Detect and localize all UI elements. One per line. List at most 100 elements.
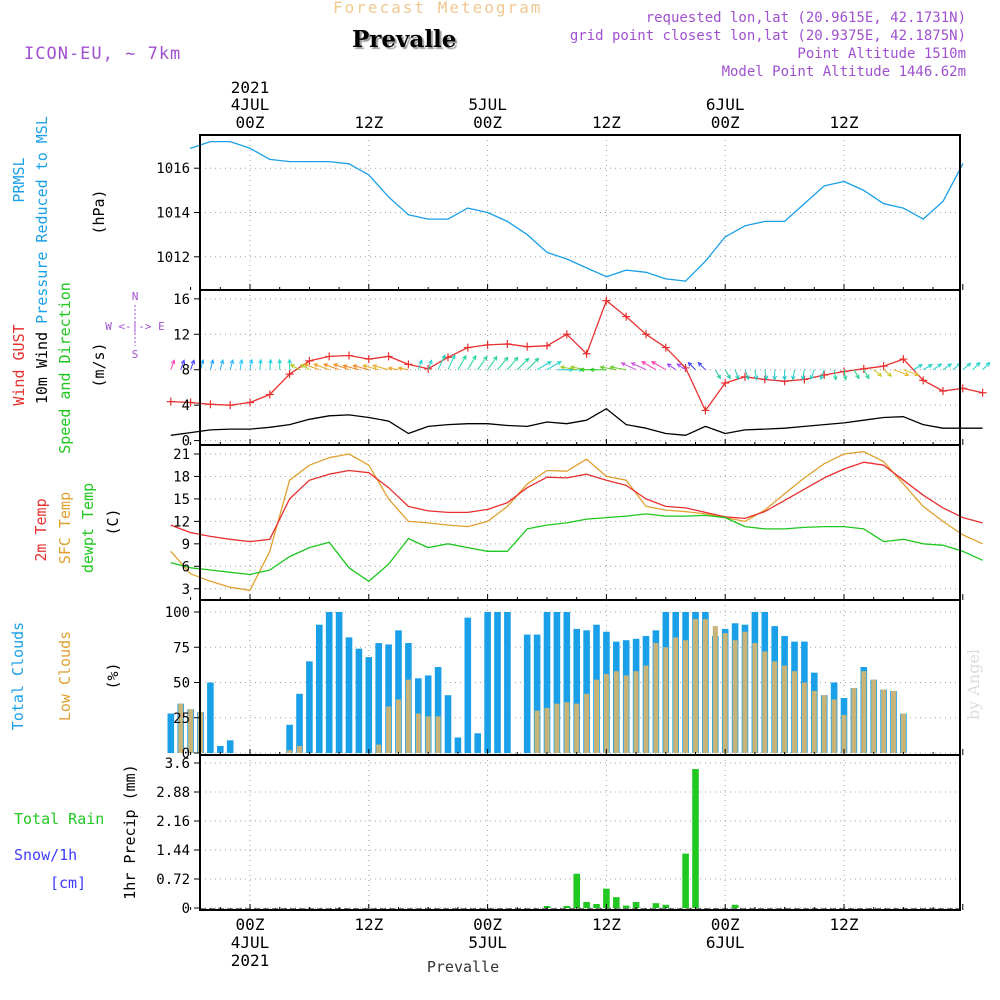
wind-arrow-head <box>697 361 703 367</box>
total-cloud-bar <box>316 624 323 753</box>
wind-arrow-head <box>745 375 750 381</box>
wind-arrow-shaft <box>333 363 350 371</box>
wind-arrow-shaft <box>546 361 562 371</box>
rain-bar <box>573 873 580 908</box>
total-cloud-bar <box>504 612 511 753</box>
total-cloud-bar <box>474 733 481 753</box>
wind-arrow-head <box>791 375 796 381</box>
wind-arrow-shaft <box>714 369 721 379</box>
wind-arrow-head <box>753 375 759 381</box>
low-cloud-bar <box>554 703 560 753</box>
gust-line <box>170 299 983 412</box>
wind-arrow-shaft <box>764 369 768 380</box>
sfc-temp-title: SFC Temp <box>56 492 74 564</box>
gust-marker <box>246 398 254 407</box>
low-cloud-bar <box>376 744 382 753</box>
wind-arrow-shaft <box>893 369 909 376</box>
pressure-point <box>487 211 489 214</box>
y-tick-label: 21 <box>173 447 190 463</box>
gust-marker <box>879 362 888 371</box>
rain-bar <box>583 901 590 908</box>
wind-arrow-head <box>428 359 433 365</box>
wind-arrow-head <box>966 362 972 368</box>
station-title: Prevalle <box>352 26 457 53</box>
bottom-time-label: 00Z <box>711 915 740 934</box>
wind-arrow-head <box>917 364 923 369</box>
wind-arrow-shaft <box>810 369 815 380</box>
wind-arrow-head <box>372 364 378 369</box>
gust-marker <box>404 360 413 369</box>
wind-arrow-head <box>248 358 254 364</box>
precip-unit: 1hr Precip (mm) <box>121 764 139 899</box>
gust-marker <box>345 351 353 360</box>
gust-marker <box>661 343 670 352</box>
pressure-point <box>784 220 786 222</box>
low-cloud-bar <box>772 661 778 753</box>
wind-arrow-shaft <box>962 362 971 371</box>
wind-arrow-head <box>579 367 585 372</box>
wind-arrow-shaft <box>820 369 825 380</box>
total-cloud-bar <box>494 612 501 753</box>
model-label: ICON-EU, ~ 7km <box>24 44 182 64</box>
wind-arrow-shaft <box>982 362 991 371</box>
low-cloud-bar <box>623 675 629 753</box>
bottom-time-label: 00Z <box>473 915 502 934</box>
low-cloud-bar <box>871 679 877 753</box>
low-cloud-bar <box>732 640 738 753</box>
wind-arrow-shaft <box>641 361 657 371</box>
y-tick-label: 100 <box>165 605 190 621</box>
y-tick-label: 1.44 <box>156 843 190 859</box>
y-tick-label: 15 <box>173 492 190 508</box>
pressure-point <box>902 207 905 209</box>
wind-arrow-head <box>809 375 815 381</box>
pressure-point <box>665 278 667 280</box>
wind-arrow-shaft <box>487 356 498 371</box>
total-cloud-bar <box>444 695 452 753</box>
total-cloud-bar <box>296 693 303 753</box>
gust-marker <box>859 364 868 373</box>
grid-point-location: grid point closest lon,lat (20.9375E, 42… <box>569 28 966 44</box>
y-tick-label: 1012 <box>156 250 190 266</box>
wind-arrow-head <box>801 375 806 381</box>
total-cloud-bar <box>217 745 224 753</box>
wind-arrow-head <box>451 354 456 360</box>
pressure-point <box>546 251 548 253</box>
low-cloud-bar <box>881 689 887 753</box>
bottom-time-label: 2021 <box>231 951 270 970</box>
wind-arrow-head <box>299 364 305 369</box>
low-cloud-bar <box>861 671 867 753</box>
rain-bar <box>603 888 610 908</box>
wind-arrow-head <box>887 372 893 377</box>
wind-arrow-head <box>180 359 186 365</box>
low-cloud-bar <box>712 626 718 753</box>
total-cloud-bar <box>345 637 353 753</box>
gust-marker <box>622 312 631 321</box>
pressure-point <box>645 271 647 273</box>
pressure-point <box>625 269 627 271</box>
wind-arrow-head <box>589 367 595 372</box>
total-cloud-bar <box>543 612 551 753</box>
wind-arrow-head <box>904 371 910 377</box>
wind-dir-title: Speed and Direction <box>56 282 74 454</box>
low-cloud-bar <box>405 679 411 753</box>
pressure-title: PRMSL <box>10 157 28 202</box>
y-tick-label: 50 <box>173 676 190 692</box>
wind-arrow-shaft <box>922 364 933 371</box>
total-clouds-title: Total Clouds <box>9 622 27 730</box>
total-cloud-bar <box>325 612 333 753</box>
low-cloud-bar <box>900 713 906 753</box>
low-cloud-bar <box>435 716 441 753</box>
pressure-point <box>388 196 390 198</box>
top-year-label: 2021 <box>231 78 270 97</box>
y-tick-label: 4 <box>182 398 190 414</box>
gust-marker <box>978 388 987 397</box>
gust-marker <box>364 355 373 364</box>
pressure-point <box>229 141 231 143</box>
clouds-unit: (%) <box>104 662 122 689</box>
wind-arrow-shaft <box>651 361 667 371</box>
wind-arrow-head <box>289 364 295 369</box>
wind-arrow-head <box>842 375 848 381</box>
total-cloud-bar <box>583 630 590 753</box>
wind-arrow-head <box>524 357 530 363</box>
y-tick-label: 9 <box>182 537 190 553</box>
